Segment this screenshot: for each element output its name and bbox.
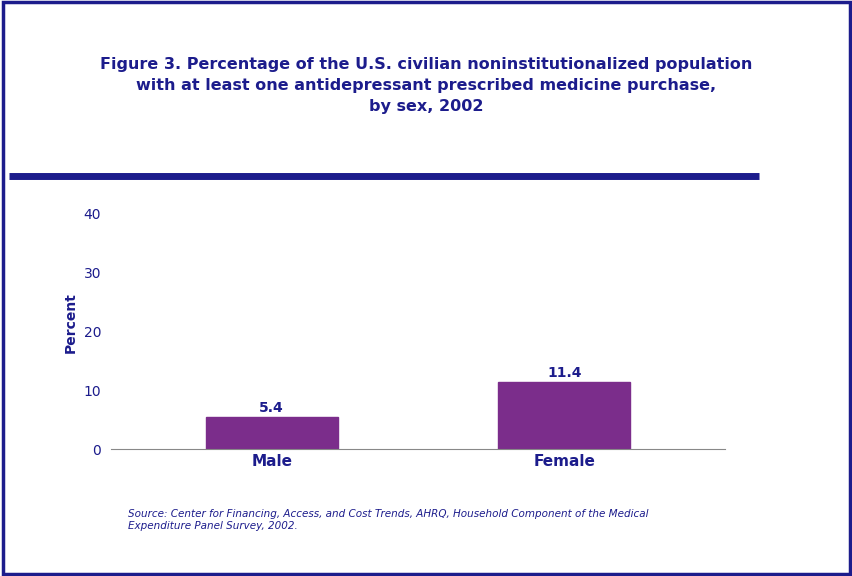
Text: Source: Center for Financing, Access, and Cost Trends, AHRQ, Household Component: Source: Center for Financing, Access, an… bbox=[128, 509, 648, 531]
Y-axis label: Percent: Percent bbox=[64, 292, 78, 353]
Text: 5.4: 5.4 bbox=[259, 401, 284, 415]
Text: Figure 3. Percentage of the U.S. civilian noninstitutionalized population
with a: Figure 3. Percentage of the U.S. civilia… bbox=[101, 58, 751, 115]
Bar bbox=[498, 382, 630, 449]
Text: 11.4: 11.4 bbox=[546, 366, 581, 380]
Bar bbox=[205, 418, 337, 449]
